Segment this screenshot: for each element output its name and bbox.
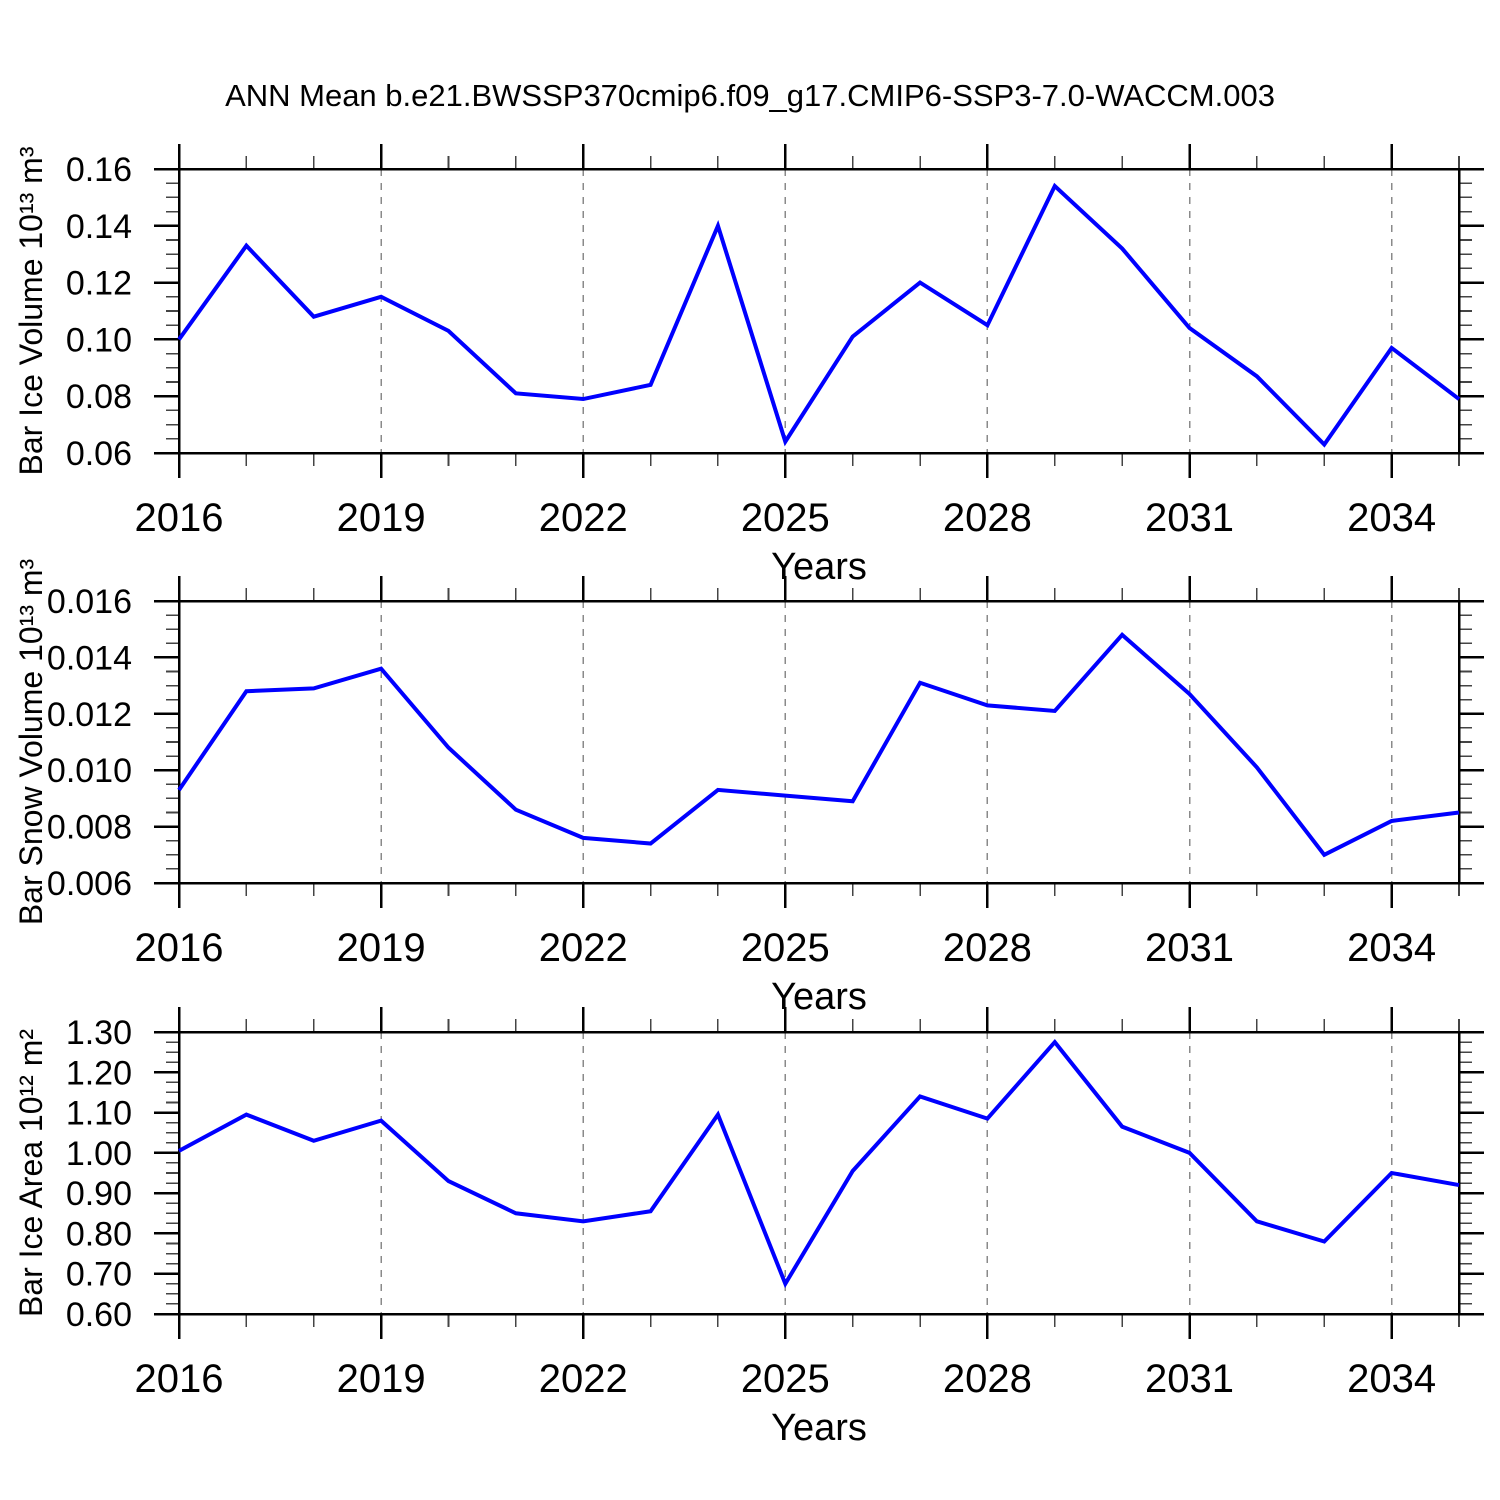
y-axis-label: Bar Ice Area 10¹² m²: [13, 1029, 49, 1317]
plot-frame: [177, 599, 1461, 885]
plot-frame: [177, 167, 1461, 455]
y-tick-labels: 1.301.201.101.000.900.800.700.60: [66, 1014, 132, 1334]
data-line-ice-area: [178, 1038, 1460, 1289]
svg-text:0.010: 0.010: [47, 752, 132, 790]
svg-text:2025: 2025: [741, 496, 830, 540]
x-axis-label: Years: [771, 1407, 867, 1449]
x-gridlines: [380, 1032, 1393, 1314]
svg-text:0.06: 0.06: [66, 435, 132, 473]
y-axis-label: Bar Ice Volume 10¹³ m³: [13, 146, 49, 475]
svg-text:2016: 2016: [135, 926, 224, 970]
svg-text:1.30: 1.30: [66, 1014, 132, 1052]
svg-text:2016: 2016: [135, 496, 224, 540]
svg-text:0.12: 0.12: [66, 265, 132, 303]
svg-text:0.006: 0.006: [47, 865, 132, 903]
svg-text:0.08: 0.08: [66, 378, 132, 416]
svg-text:1.00: 1.00: [66, 1135, 132, 1173]
svg-text:2034: 2034: [1347, 926, 1436, 970]
axis-ticks: [154, 1007, 1484, 1339]
svg-text:2028: 2028: [943, 1357, 1032, 1401]
page-title: ANN Mean b.e21.BWSSP370cmip6.f09_g17.CMI…: [225, 78, 1275, 113]
svg-text:0.008: 0.008: [47, 809, 132, 847]
y-axis-label: Bar Snow Volume 10¹³ m³: [13, 558, 49, 925]
plot-frame: [177, 1030, 1461, 1316]
svg-text:0.10: 0.10: [66, 321, 132, 359]
svg-text:2028: 2028: [943, 926, 1032, 970]
svg-text:2028: 2028: [943, 496, 1032, 540]
x-axis-label: Years: [771, 546, 867, 588]
data-line-ice-volume: [177, 182, 1461, 448]
svg-text:2019: 2019: [337, 926, 426, 970]
svg-text:0.016: 0.016: [47, 583, 132, 621]
svg-text:2025: 2025: [741, 926, 830, 970]
svg-text:0.80: 0.80: [66, 1215, 132, 1253]
axis-ticks: [154, 576, 1484, 908]
svg-text:0.60: 0.60: [66, 1296, 132, 1334]
axis-ticks: [154, 144, 1484, 478]
x-axis-label: Years: [771, 976, 867, 1018]
svg-text:2034: 2034: [1347, 1357, 1436, 1401]
svg-text:0.70: 0.70: [66, 1256, 132, 1294]
svg-text:2016: 2016: [135, 1357, 224, 1401]
x-tick-labels: 2016 2019 2022 2025 2028 2031 2034: [135, 926, 1437, 970]
x-gridlines: [380, 601, 1393, 883]
svg-text:2022: 2022: [539, 496, 628, 540]
x-gridlines: [380, 169, 1393, 453]
svg-text:0.16: 0.16: [66, 151, 132, 189]
y-tick-labels: 0.16 0.14 0.12 0.10 0.08 0.06: [66, 151, 132, 473]
svg-text:2034: 2034: [1347, 496, 1436, 540]
svg-text:2022: 2022: [539, 926, 628, 970]
svg-text:0.014: 0.014: [47, 639, 132, 677]
svg-text:1.10: 1.10: [66, 1095, 132, 1133]
svg-text:2025: 2025: [741, 1357, 830, 1401]
x-tick-labels: 2016 2019 2022 2025 2028 2031 2034: [135, 496, 1437, 540]
svg-text:0.14: 0.14: [66, 208, 132, 246]
svg-text:2031: 2031: [1145, 1357, 1234, 1401]
svg-text:0.90: 0.90: [66, 1175, 132, 1213]
svg-text:2031: 2031: [1145, 926, 1234, 970]
svg-text:2019: 2019: [337, 1357, 426, 1401]
svg-text:2019: 2019: [337, 496, 426, 540]
svg-text:2022: 2022: [539, 1357, 628, 1401]
svg-text:1.20: 1.20: [66, 1054, 132, 1092]
data-line-snow-volume: [177, 632, 1460, 858]
x-tick-labels: 2016 2019 2022 2025 2028 2031 2034: [135, 1357, 1437, 1401]
svg-text:0.012: 0.012: [47, 696, 132, 734]
svg-text:2031: 2031: [1145, 496, 1234, 540]
y-tick-labels: 0.016 0.014 0.012 0.010 0.008 0.006: [47, 583, 132, 903]
